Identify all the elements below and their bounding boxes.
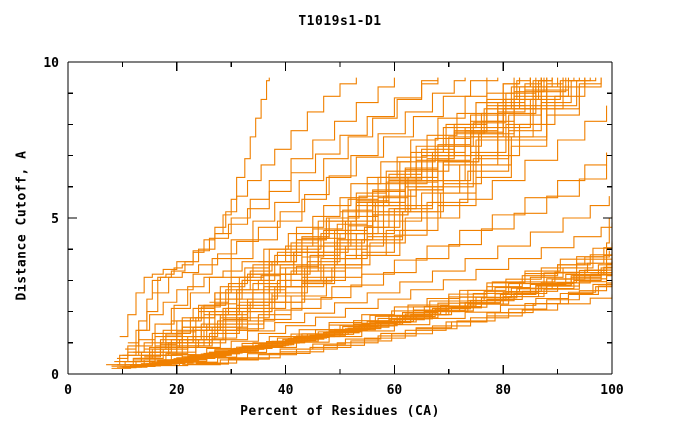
x-tick-label: 40 (278, 383, 294, 398)
data-series-line (122, 77, 466, 356)
data-series-line (136, 222, 613, 366)
data-series-line (367, 77, 537, 185)
data-series-line (119, 152, 608, 367)
axes-layer (67, 61, 613, 375)
data-series-line (127, 77, 395, 344)
x-axis-label: Percent of Residues (CA) (240, 404, 440, 419)
data-series-line (119, 77, 439, 338)
data-series-line (165, 247, 613, 363)
data-series-line (127, 77, 575, 363)
data-series-line (122, 77, 542, 363)
x-tick-label: 0 (64, 383, 72, 398)
x-tick-label: 60 (387, 383, 403, 398)
data-series-line (130, 196, 610, 366)
data-series-line (125, 164, 608, 366)
data-series-line (152, 77, 357, 294)
data-series-line (231, 77, 545, 278)
data-series-line (340, 77, 553, 213)
data-series-line (111, 261, 613, 369)
x-tick-label: 20 (169, 383, 185, 398)
data-series-line (136, 260, 613, 367)
data-series-line (114, 77, 531, 363)
data-series-line (214, 77, 270, 235)
data-series-line (125, 77, 488, 350)
data-series-line (111, 105, 608, 367)
data-series-line (187, 280, 613, 365)
data-series-line (171, 242, 613, 361)
x-tick-label: 80 (495, 383, 511, 398)
data-series-line (176, 241, 613, 359)
data-series-line (296, 77, 542, 241)
chart-title: T1019s1-D1 (298, 14, 382, 29)
data-series-layer (106, 77, 613, 369)
y-tick-label: 0 (51, 368, 59, 383)
data-series-line (182, 281, 613, 366)
tick-labels-layer: 0 20 40 60 80 100 0 5 10 (43, 56, 624, 398)
y-tick-label: 10 (43, 56, 59, 71)
x-tick-label: 100 (600, 383, 624, 398)
data-series-line (195, 278, 613, 364)
y-tick-label: 5 (51, 212, 59, 227)
